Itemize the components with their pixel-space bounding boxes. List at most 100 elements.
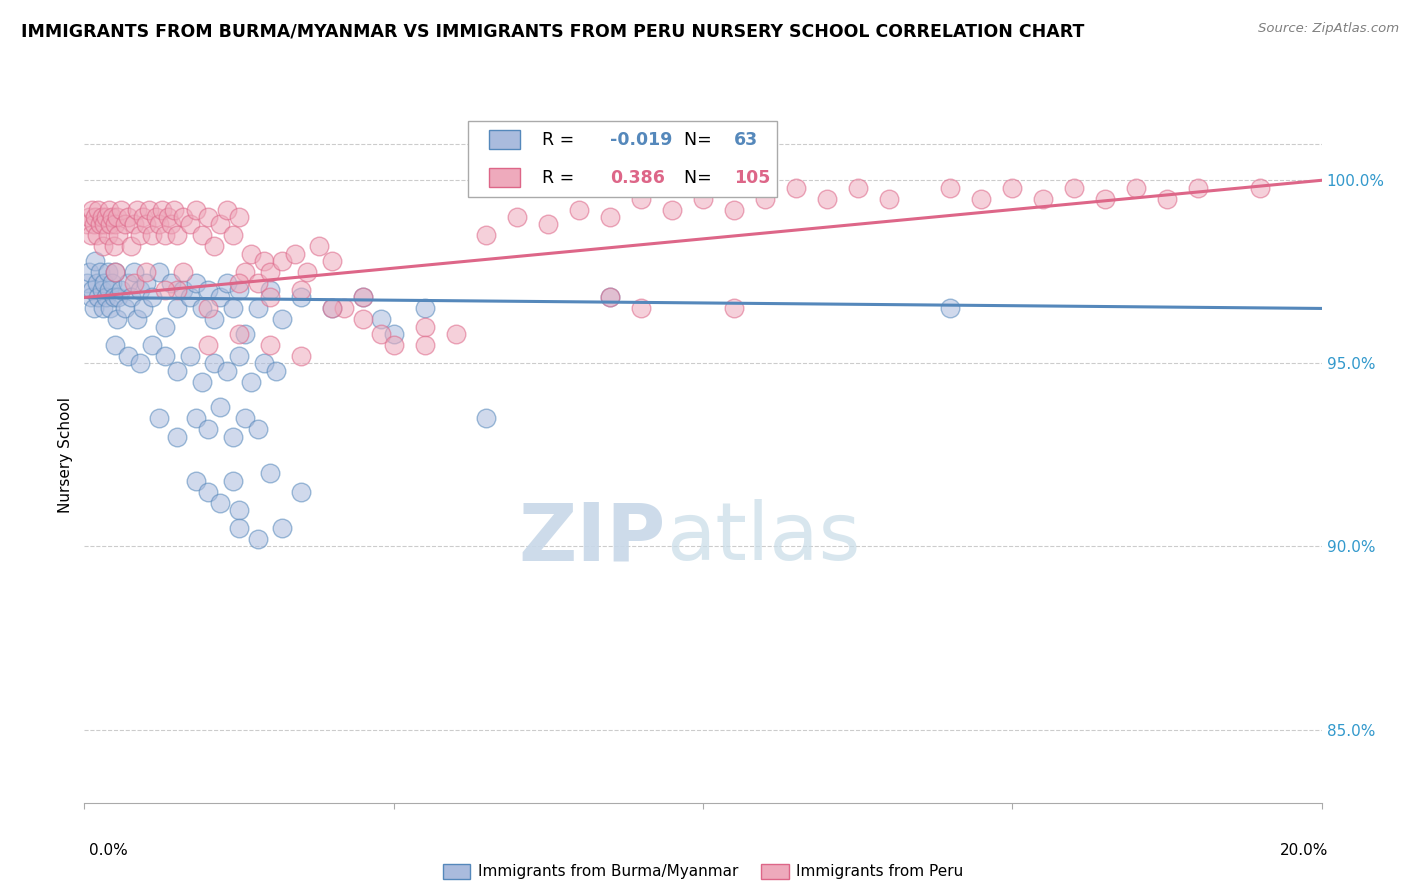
- Point: [785, 180, 807, 194]
- Point: [228, 327, 250, 342]
- Point: [80, 202, 103, 217]
- Point: [150, 202, 173, 217]
- Point: [166, 228, 188, 243]
- Point: [537, 217, 560, 231]
- Point: [215, 202, 238, 217]
- Point: [94, 290, 117, 304]
- Point: [184, 474, 207, 488]
- Point: [110, 202, 132, 217]
- Point: [98, 217, 121, 231]
- Point: [599, 210, 621, 224]
- Point: [228, 349, 250, 363]
- Point: [132, 210, 155, 224]
- Point: [228, 210, 250, 224]
- Point: [295, 265, 318, 279]
- Point: [129, 356, 152, 370]
- Point: [110, 283, 132, 297]
- Point: [153, 349, 176, 363]
- FancyBboxPatch shape: [468, 121, 778, 197]
- FancyBboxPatch shape: [489, 168, 520, 187]
- Point: [209, 290, 232, 304]
- Point: [117, 349, 139, 363]
- Point: [475, 228, 498, 243]
- Point: [117, 210, 139, 224]
- Point: [94, 210, 117, 224]
- Point: [107, 290, 129, 304]
- Point: [125, 202, 148, 217]
- Point: [599, 290, 621, 304]
- Point: [145, 210, 167, 224]
- Point: [877, 192, 900, 206]
- Point: [290, 290, 312, 304]
- Point: [101, 210, 124, 224]
- Point: [160, 217, 183, 231]
- Point: [253, 253, 276, 268]
- Point: [79, 290, 101, 304]
- Point: [413, 319, 436, 334]
- Point: [723, 301, 745, 316]
- Point: [91, 239, 114, 253]
- Text: R =: R =: [543, 131, 579, 149]
- Point: [76, 276, 98, 290]
- Point: [89, 217, 111, 231]
- Point: [259, 265, 281, 279]
- Point: [264, 364, 287, 378]
- Point: [370, 327, 392, 342]
- Point: [105, 210, 128, 224]
- Point: [107, 228, 129, 243]
- Point: [1063, 180, 1085, 194]
- Point: [148, 265, 170, 279]
- Point: [754, 192, 776, 206]
- Point: [692, 192, 714, 206]
- Point: [413, 338, 436, 352]
- Point: [197, 283, 219, 297]
- Point: [89, 265, 111, 279]
- Text: 63: 63: [734, 131, 758, 149]
- Point: [382, 327, 405, 342]
- Point: [939, 180, 962, 194]
- Point: [153, 283, 176, 297]
- Point: [290, 484, 312, 499]
- Point: [153, 228, 176, 243]
- Point: [141, 228, 163, 243]
- Point: [290, 349, 312, 363]
- Point: [191, 228, 214, 243]
- Point: [202, 239, 225, 253]
- Point: [84, 253, 107, 268]
- Point: [197, 210, 219, 224]
- Point: [413, 301, 436, 316]
- Text: 105: 105: [734, 169, 770, 187]
- Point: [271, 521, 294, 535]
- Point: [114, 217, 136, 231]
- Point: [1187, 180, 1209, 194]
- Text: -0.019: -0.019: [610, 131, 672, 149]
- Point: [104, 265, 127, 279]
- Point: [179, 217, 201, 231]
- Point: [104, 338, 127, 352]
- Point: [271, 312, 294, 326]
- Point: [132, 301, 155, 316]
- Point: [333, 301, 356, 316]
- Point: [259, 467, 281, 481]
- Point: [284, 246, 307, 260]
- Text: Source: ZipAtlas.com: Source: ZipAtlas.com: [1258, 22, 1399, 36]
- Point: [166, 364, 188, 378]
- Point: [122, 217, 145, 231]
- Point: [87, 202, 110, 217]
- Point: [184, 411, 207, 425]
- Point: [209, 495, 232, 509]
- Point: [93, 276, 115, 290]
- Point: [228, 503, 250, 517]
- Point: [222, 228, 245, 243]
- Point: [184, 276, 207, 290]
- Point: [259, 283, 281, 297]
- Point: [1032, 192, 1054, 206]
- Point: [179, 290, 201, 304]
- Point: [166, 301, 188, 316]
- Point: [215, 364, 238, 378]
- Text: R =: R =: [543, 169, 579, 187]
- Point: [76, 217, 98, 231]
- Point: [166, 283, 188, 297]
- Point: [1156, 192, 1178, 206]
- Point: [129, 283, 152, 297]
